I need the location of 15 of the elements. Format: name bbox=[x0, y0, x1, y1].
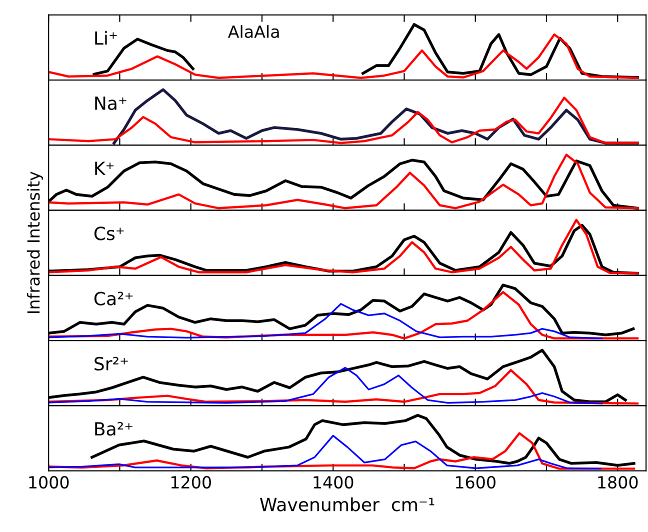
y-axis-title: Infrared Intensity bbox=[26, 172, 44, 314]
chart-title: Ca²⁺ bbox=[94, 292, 133, 306]
annotation: AlaAla bbox=[228, 25, 279, 38]
chart-title: K⁺ bbox=[95, 162, 114, 175]
chart-title: Sr²⁺ bbox=[94, 356, 128, 371]
x-tick-label: 1800 bbox=[598, 476, 638, 489]
chart-title: Li⁺ bbox=[95, 30, 117, 45]
x-tick-label: 1600 bbox=[456, 476, 496, 489]
chart-title: Ba²⁺ bbox=[95, 422, 132, 436]
chart-title: Cs⁺ bbox=[94, 226, 124, 240]
chart-title: Na⁺ bbox=[95, 96, 126, 110]
x-axis-title: Wavenumber cm⁻¹ bbox=[260, 497, 434, 512]
x-tick-label: 1400 bbox=[314, 476, 354, 489]
x-tick-label: 1000 bbox=[29, 476, 69, 489]
x-tick-label: 1200 bbox=[171, 476, 211, 489]
